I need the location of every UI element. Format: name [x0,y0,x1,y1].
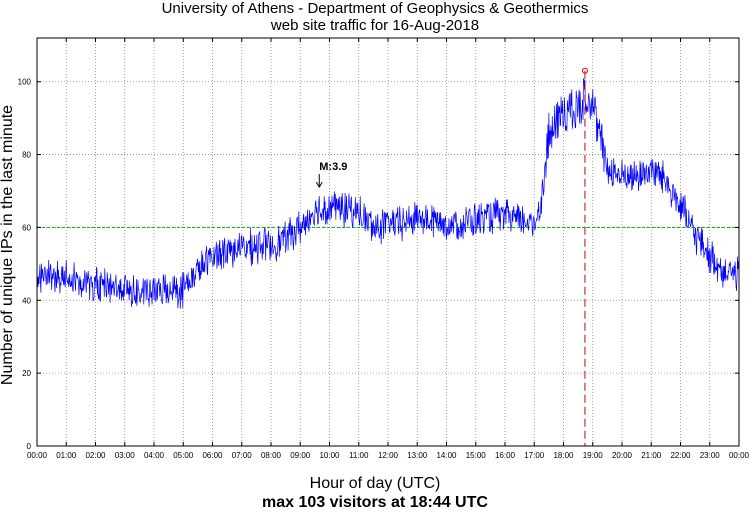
x-tick-label: 00:00 [729,451,750,460]
x-tick-label: 16:00 [495,451,516,460]
y-axis-label: Number of unique IPs in the last minute [0,104,16,386]
x-tick-label: 20:00 [612,451,633,460]
y-tick-label: 80 [22,151,31,160]
y-tick-label: 20 [22,369,31,378]
max-visitors-point [581,67,588,74]
x-tick-label: 02:00 [85,451,106,460]
y-tick-label: 40 [22,296,31,305]
x-tick-label: 15:00 [466,451,487,460]
x-tick-label: 21:00 [641,451,662,460]
x-tick-label: 01:00 [56,451,77,460]
x-tick-label: 04:00 [144,451,165,460]
x-tick-label: 13:00 [407,451,428,460]
series-group [36,78,740,309]
grid [37,38,739,446]
x-tick-label: 09:00 [290,451,311,460]
traffic-series-line [36,78,740,309]
x-tick-label: 00:00 [27,451,48,460]
x-tick-label: 06:00 [202,451,223,460]
axis-ticks: 00:00 01:00 02:00 03:00 04:00 05:00 06:00 07:00… [18,38,750,460]
earthquake-annotation-label: M:3.9 [319,161,347,173]
x-tick-label: 07:00 [232,451,253,460]
x-tick-label: 14:00 [436,451,457,460]
event-annotation-group: M:3.9 [315,161,347,189]
x-tick-label: 22:00 [670,451,691,460]
x-tick-label: 23:00 [700,451,721,460]
x-tick-label: 19:00 [583,451,604,460]
chart-title: University of Athens - Department of Geo… [161,0,589,17]
max-visitors-note: max 103 visitors at 18:44 UTC [262,494,488,511]
x-tick-label: 12:00 [378,451,399,460]
x-tick-label: 03:00 [115,451,136,460]
max-marker-group [581,67,588,446]
x-tick-label: 17:00 [524,451,545,460]
x-tick-label: 11:00 [349,451,369,460]
x-tick-label: 10:00 [319,451,340,460]
x-tick-label: 18:00 [553,451,574,460]
earthquake-arrow-head [315,181,323,189]
x-axis-label: Hour of day (UTC) [309,475,441,492]
y-tick-label: 0 [27,442,32,451]
chart-subtitle-date: web site traffic for 16-Aug-2018 [270,17,480,34]
x-tick-label: 05:00 [173,451,194,460]
y-tick-label: 60 [22,223,31,232]
y-tick-label: 100 [18,78,32,87]
x-tick-label: 08:00 [261,451,282,460]
